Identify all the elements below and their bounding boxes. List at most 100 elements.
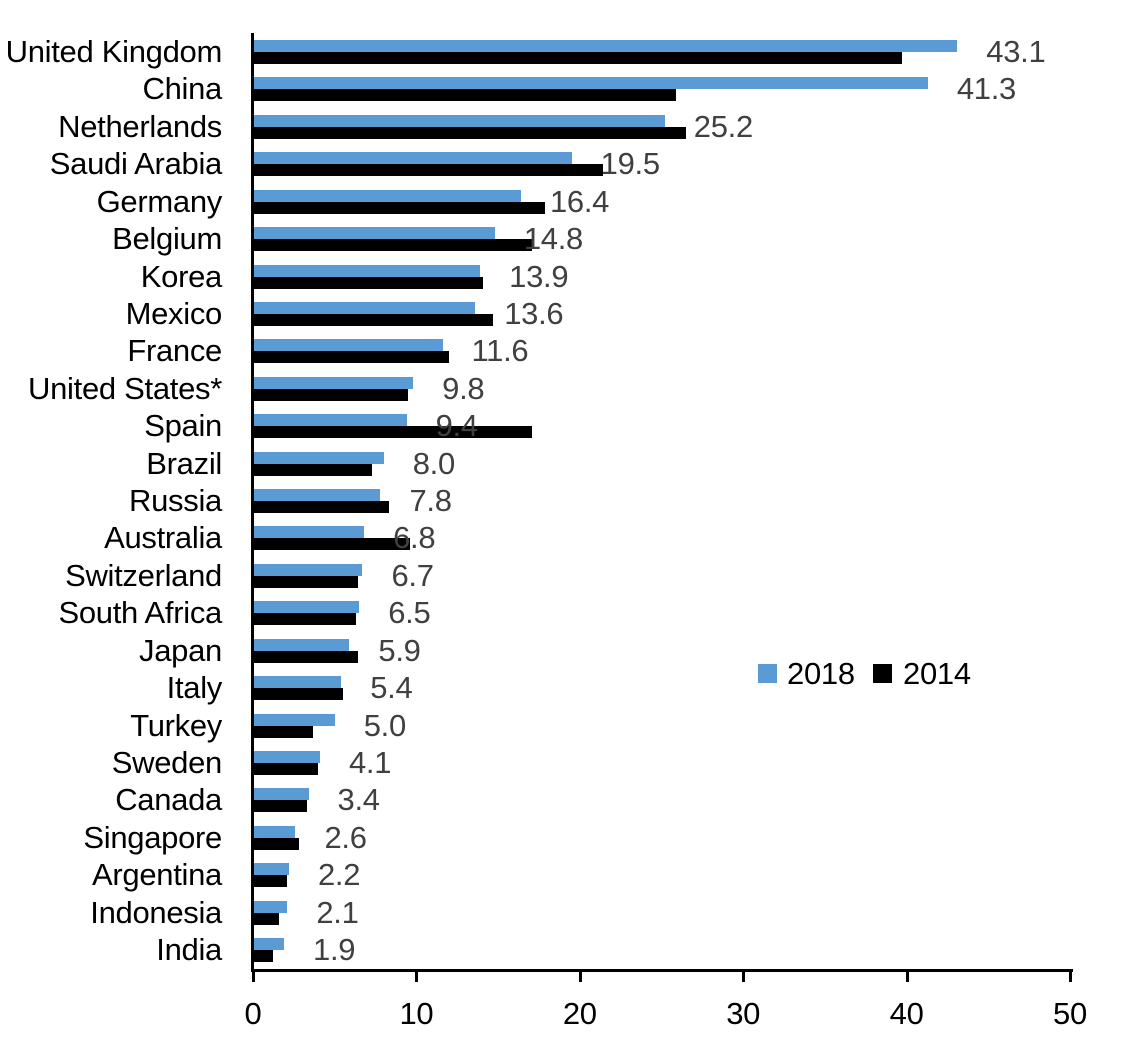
bar-2014 [254,575,358,588]
bar-2018 [254,376,414,389]
value-label: 6.5 [388,595,431,631]
category-label: Belgium [112,221,222,257]
value-label: 25.2 [693,108,753,144]
category-label: Argentina [91,857,222,893]
legend-label-2014: 2014 [903,656,971,691]
value-label: 43.1 [986,34,1046,69]
bar-2018 [254,414,407,427]
bar-2014 [254,762,319,775]
bar-2014 [254,837,299,850]
value-label: 6.8 [393,520,436,556]
value-label: 14.8 [523,221,583,257]
bar-2018 [254,264,481,277]
value-label: 19.5 [600,146,660,182]
legend-label-2018: 2018 [787,656,855,691]
x-tick-label: 40 [889,996,924,1031]
bar-2018 [254,227,495,240]
bar-2018 [254,900,288,913]
x-tick [252,969,255,982]
bar-2014 [254,912,280,925]
value-label: 5.9 [378,632,421,668]
bar-2018 [254,489,381,502]
category-label: Mexico [125,295,223,331]
category-label: Russia [129,483,222,519]
category-label: Singapore [83,819,222,855]
bar-2018 [254,339,443,352]
bar-2018 [254,601,360,614]
value-label: 41.3 [956,71,1016,107]
category-label: France [127,333,222,369]
bar-2014 [254,725,314,738]
bar-2018 [254,563,363,576]
value-label: 2.2 [317,857,361,893]
x-tick [905,969,909,982]
bar-2014 [254,613,356,626]
bar-2018 [254,713,335,726]
bar-2014 [254,313,494,326]
value-label: 2.1 [316,894,359,930]
category-label: Germany [96,183,223,219]
bar-2018 [254,750,320,763]
x-tick [1069,969,1072,982]
bar-2018 [254,938,285,951]
bar-2018 [254,676,342,689]
bar-2018 [254,788,309,801]
category-label: Canada [115,782,222,818]
category-label: Sweden [111,744,223,780]
x-tick-label: 0 [244,996,262,1031]
x-tick-label: 30 [726,996,761,1031]
bar-2014 [254,351,450,364]
value-label: 11.6 [471,333,529,369]
category-label: Spain [144,408,222,444]
bar-2014 [254,89,677,102]
category-label: Italy [166,670,223,706]
bar-2018 [254,825,296,838]
category-label: China [142,71,223,107]
x-tick [578,969,582,982]
bar-2018 [254,114,665,127]
value-label: 13.9 [509,258,569,294]
value-label: 13.6 [504,295,564,331]
y-axis-line [251,33,254,972]
bar-2018 [254,77,928,90]
value-label: 6.7 [391,557,434,593]
category-label: United States* [28,370,222,406]
category-label: Saudi Arabia [49,146,223,182]
bar-2014 [254,388,409,401]
value-label: 5.4 [370,670,413,706]
category-label: United Kingdom [5,34,223,69]
bar-2018 [254,301,476,314]
value-label: 16.4 [549,183,610,219]
legend-swatch-2014 [873,664,892,683]
value-label: 5.0 [363,707,407,743]
bar-2018 [254,152,572,165]
category-label: Netherlands [58,108,222,144]
bar-2018 [254,451,384,464]
category-label: Australia [104,520,222,556]
x-tick [742,969,746,982]
value-label: 4.1 [348,744,392,780]
category-label: Korea [140,258,223,294]
bar-2014 [254,164,603,177]
bar-2014 [254,800,307,813]
bar-2014 [254,650,358,663]
category-label: Japan [139,632,222,668]
value-label: 8.0 [412,445,456,481]
bar-2014 [254,201,546,214]
bar-2014 [254,276,484,289]
x-tick-label: 20 [562,996,597,1031]
value-label: 9.4 [435,408,479,444]
bar-2014 [254,126,686,139]
bar-2014 [254,463,373,476]
bar-2014 [254,239,533,252]
category-label: Switzerland [65,557,222,593]
category-label: South Africa [58,595,222,631]
bar-2014 [254,501,389,514]
bar-2014 [254,426,533,439]
bar-2018 [254,40,958,52]
value-label: 9.8 [442,370,485,406]
x-tick-label: 10 [399,996,434,1031]
legend-swatch-2018 [758,664,777,683]
bar-2018 [254,638,350,651]
